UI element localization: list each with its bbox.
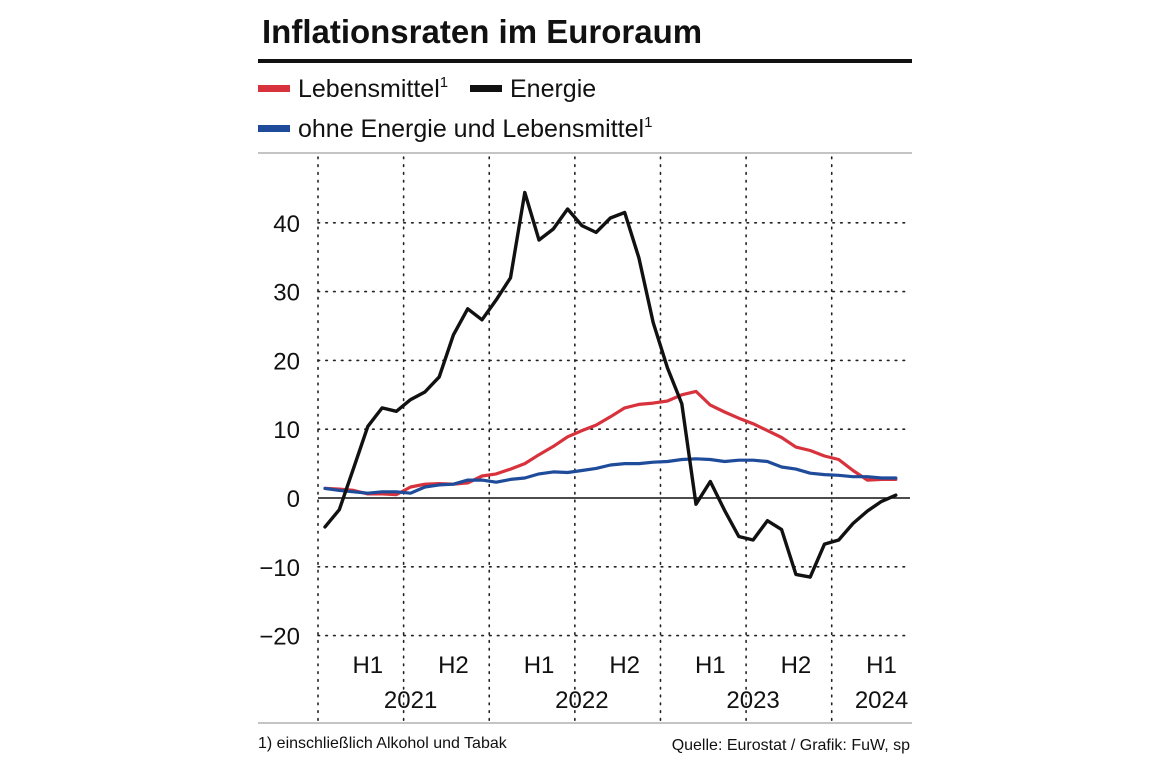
title-rule [258, 59, 912, 63]
legend-label-energie: Energie [510, 75, 596, 103]
y-tick-label-6: −20 [259, 624, 300, 651]
y-tick-label-0: 40 [273, 211, 300, 238]
x-half-label-6: H1 [866, 652, 897, 679]
x-half-label-2: H1 [524, 652, 555, 679]
grid [317, 222, 911, 637]
series-line-energie [323, 190, 898, 579]
legend-swatch-lebensmittel [258, 85, 290, 92]
x-year-label-1: 2022 [555, 687, 608, 714]
year-dividers [317, 156, 833, 723]
x-half-label-0: H1 [352, 652, 383, 679]
series-line-ohne-energie-und-lebensmittel [323, 457, 898, 495]
x-year-label-3: 2024 [855, 687, 908, 714]
y-axis: 40 30 20 10 0 −10 −20 [259, 211, 300, 651]
legend-label-kern: ohne Energie und Lebensmittel1 [298, 114, 652, 143]
legend: Lebensmittel1 Energie ohne Energie und L… [258, 74, 652, 143]
x-half-label-5: H2 [781, 652, 812, 679]
y-tick-label-2: 20 [273, 348, 300, 375]
legend-swatch-energie [470, 85, 502, 92]
x-half-label-3: H2 [609, 652, 640, 679]
legend-swatch-kern [258, 125, 290, 132]
chart-title: Inflationsraten im Euroraum [262, 13, 702, 50]
x-half-label-1: H2 [438, 652, 469, 679]
series-group [323, 190, 898, 579]
series-line-lebensmittel [323, 389, 898, 497]
legend-label-lebensmittel: Lebensmittel1 [298, 74, 448, 103]
footnote: 1) einschließlich Alkohol und Tabak [258, 735, 508, 752]
source-credit: Quelle: Eurostat / Grafik: FuW, sp [672, 737, 910, 754]
y-tick-label-4: 0 [287, 486, 300, 513]
y-tick-label-3: 10 [273, 417, 300, 444]
y-tick-label-1: 30 [273, 280, 300, 307]
x-half-label-4: H1 [695, 652, 726, 679]
y-tick-label-5: −10 [259, 555, 300, 582]
x-year-label-0: 2021 [384, 687, 437, 714]
x-year-label-2: 2023 [726, 687, 779, 714]
